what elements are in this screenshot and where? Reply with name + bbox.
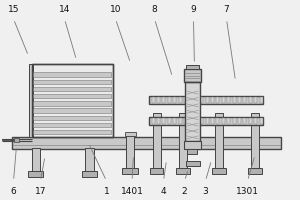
Bar xyxy=(260,97,262,103)
Bar xyxy=(232,118,236,124)
Bar xyxy=(33,94,111,98)
Bar xyxy=(222,118,225,124)
Bar xyxy=(227,97,230,103)
Bar xyxy=(32,64,112,137)
Bar xyxy=(173,97,176,103)
Bar xyxy=(232,97,236,103)
Bar xyxy=(168,97,171,103)
Bar xyxy=(157,97,160,103)
Bar xyxy=(184,69,201,82)
Bar xyxy=(28,64,33,137)
Bar xyxy=(216,97,219,103)
Bar xyxy=(124,132,136,136)
Bar xyxy=(33,108,111,113)
Text: 1401: 1401 xyxy=(121,186,143,196)
Bar xyxy=(33,101,111,106)
Bar xyxy=(189,118,192,124)
Bar xyxy=(243,118,246,124)
Bar xyxy=(249,118,252,124)
Bar xyxy=(12,137,280,149)
Bar xyxy=(184,141,201,149)
Bar xyxy=(222,97,225,103)
Bar xyxy=(157,118,160,124)
Text: 6: 6 xyxy=(11,186,16,196)
Bar xyxy=(14,138,19,142)
Bar xyxy=(216,118,219,124)
Text: 3: 3 xyxy=(202,186,208,196)
Bar xyxy=(186,65,199,69)
Bar xyxy=(186,161,200,166)
Bar xyxy=(206,118,208,124)
Bar xyxy=(200,97,203,103)
Bar xyxy=(32,64,112,137)
Bar xyxy=(212,168,226,174)
Bar xyxy=(32,148,40,171)
Bar xyxy=(248,168,262,174)
Bar xyxy=(238,118,241,124)
Text: 7: 7 xyxy=(224,4,230,14)
Bar xyxy=(176,168,190,174)
Bar xyxy=(33,72,111,77)
Text: 10: 10 xyxy=(110,4,121,14)
Bar xyxy=(178,97,182,103)
Bar xyxy=(152,97,154,103)
Bar xyxy=(227,118,230,124)
Bar xyxy=(162,97,165,103)
Bar xyxy=(122,168,138,174)
Bar xyxy=(33,123,111,127)
Text: 9: 9 xyxy=(190,4,196,14)
Bar xyxy=(243,97,246,103)
Bar xyxy=(200,118,203,124)
Bar xyxy=(33,87,111,91)
Text: 2: 2 xyxy=(182,186,187,196)
Bar xyxy=(148,96,262,104)
Bar xyxy=(173,118,176,124)
Bar xyxy=(28,171,43,177)
Bar xyxy=(148,117,262,125)
Bar xyxy=(179,113,187,169)
Bar xyxy=(254,118,257,124)
Bar xyxy=(184,97,187,103)
Bar xyxy=(211,118,214,124)
Text: 4: 4 xyxy=(161,186,166,196)
Bar xyxy=(152,118,154,124)
Bar xyxy=(260,118,262,124)
Bar xyxy=(215,113,223,169)
Bar xyxy=(195,97,198,103)
Text: 17: 17 xyxy=(35,186,46,196)
Bar xyxy=(85,148,94,171)
Bar xyxy=(206,97,208,103)
Bar xyxy=(82,171,97,177)
Text: 14: 14 xyxy=(59,4,70,14)
Bar xyxy=(249,97,252,103)
Bar xyxy=(33,130,111,134)
Bar xyxy=(187,149,197,154)
Text: 1301: 1301 xyxy=(236,186,259,196)
Bar xyxy=(189,97,192,103)
Bar xyxy=(126,136,134,169)
Bar xyxy=(150,168,163,174)
Text: 1: 1 xyxy=(103,186,109,196)
Bar xyxy=(254,97,257,103)
Bar xyxy=(211,97,214,103)
Text: 8: 8 xyxy=(152,4,158,14)
Bar xyxy=(178,118,182,124)
Bar xyxy=(238,97,241,103)
Bar xyxy=(251,113,259,169)
Bar xyxy=(33,80,111,84)
Text: 15: 15 xyxy=(8,4,19,14)
Bar xyxy=(153,113,160,169)
Bar xyxy=(33,116,111,120)
Bar xyxy=(162,118,165,124)
Bar xyxy=(195,118,198,124)
Bar xyxy=(185,82,200,141)
Bar xyxy=(184,118,187,124)
Bar xyxy=(168,118,171,124)
